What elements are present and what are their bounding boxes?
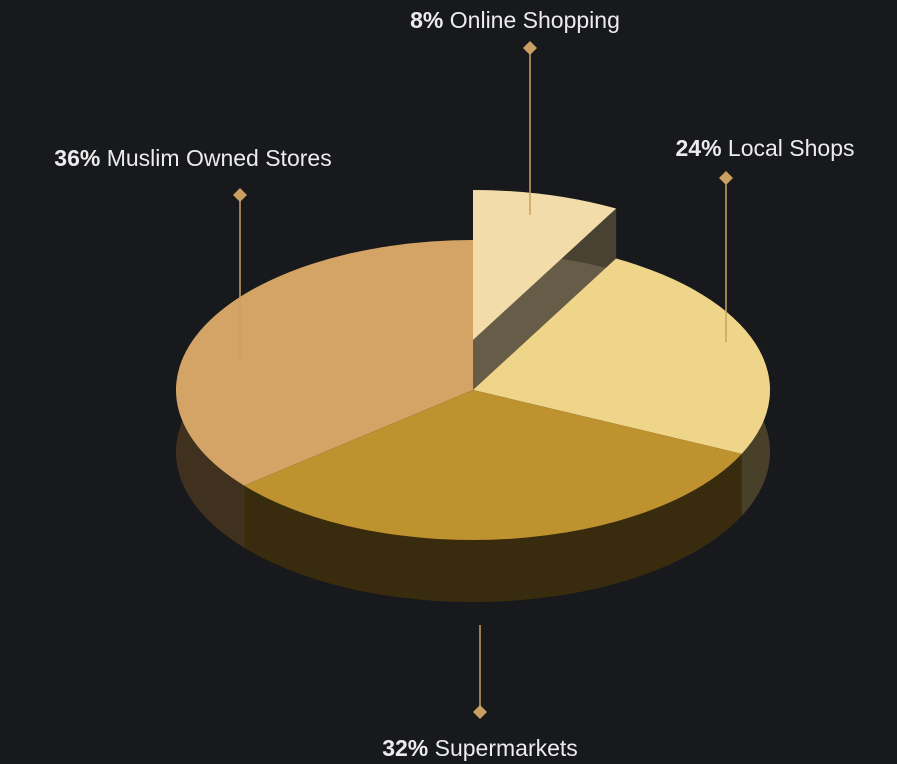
category-label: Online Shopping bbox=[450, 7, 620, 33]
leader-diamond bbox=[473, 705, 487, 719]
leader-diamond bbox=[233, 188, 247, 202]
value-label: 24% bbox=[675, 135, 721, 161]
pie-slice bbox=[244, 390, 742, 603]
slice-label: 8% Online Shopping bbox=[410, 7, 620, 33]
value-label: 32% bbox=[382, 735, 428, 761]
value-label: 8% bbox=[410, 7, 443, 33]
value-label: 36% bbox=[54, 145, 100, 171]
slice-top bbox=[244, 390, 742, 540]
slice-top bbox=[473, 190, 617, 340]
slice-label: 32% Supermarkets bbox=[382, 735, 578, 761]
category-label: Supermarkets bbox=[435, 735, 578, 761]
leader-diamond bbox=[719, 171, 733, 185]
leader-diamond bbox=[523, 41, 537, 55]
slice-top bbox=[473, 258, 770, 454]
slice-outer-wall bbox=[244, 453, 742, 602]
category-label: Local Shops bbox=[728, 135, 855, 161]
slice-top bbox=[176, 240, 473, 486]
slice-label: 24% Local Shops bbox=[675, 135, 854, 161]
slice-label: 36% Muslim Owned Stores bbox=[54, 145, 331, 171]
category-label: Muslim Owned Stores bbox=[107, 145, 332, 171]
